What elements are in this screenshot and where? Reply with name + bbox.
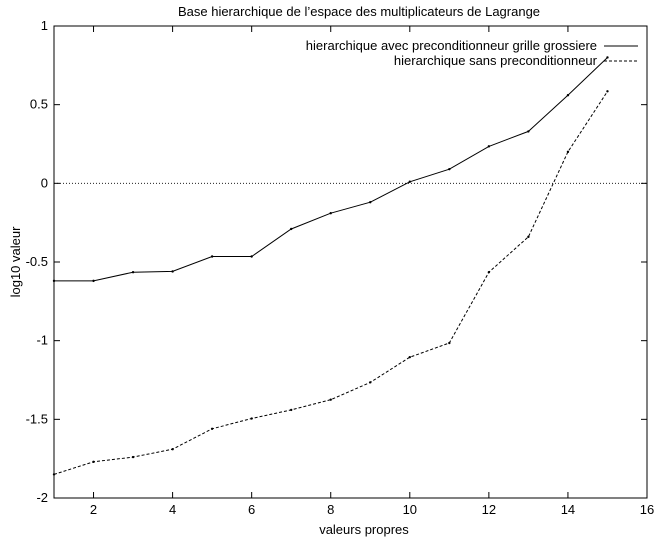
data-point	[408, 355, 411, 359]
data-point	[131, 271, 135, 274]
data-point	[448, 341, 451, 345]
data-point	[52, 279, 56, 283]
x-tick-label: 4	[169, 502, 176, 517]
data-point	[250, 255, 253, 258]
data-point	[92, 279, 95, 283]
y-tick-label: -2	[36, 490, 48, 505]
y-tick-label: -0.5	[26, 254, 48, 269]
data-point	[329, 398, 332, 401]
data-point	[369, 201, 372, 204]
data-point	[290, 408, 293, 412]
data-point	[566, 150, 570, 154]
data-point	[210, 255, 214, 258]
data-point	[606, 56, 609, 59]
series-line-1	[54, 57, 608, 282]
legend-label-2: hierarchique sans preconditionneur	[394, 53, 598, 68]
chart-title: Base hierarchique de l’espace des multip…	[178, 4, 540, 19]
data-point	[92, 460, 95, 464]
data-point	[171, 448, 174, 451]
data-point	[52, 473, 56, 476]
x-tick-label: 6	[248, 502, 255, 517]
y-tick-label: 0	[41, 175, 48, 190]
data-point	[566, 94, 570, 97]
x-tick-label: 10	[403, 502, 417, 517]
x-axis-label: valeurs propres	[319, 522, 409, 537]
data-point	[329, 212, 332, 215]
legend-label-1: hierarchique avec preconditionneur grill…	[306, 38, 597, 53]
data-point	[408, 180, 411, 183]
series-line-2	[53, 91, 608, 475]
data-point	[487, 145, 491, 148]
data-point	[527, 130, 530, 133]
y-tick-label: -1.5	[26, 411, 48, 426]
x-tick-label: 16	[640, 502, 654, 517]
plot-frame	[53, 25, 648, 499]
data-point	[606, 90, 609, 93]
data-point	[527, 235, 530, 239]
data-point	[131, 455, 135, 459]
y-tick-label: 1	[41, 18, 48, 33]
x-tick-label: 12	[482, 502, 496, 517]
data-point	[210, 427, 214, 430]
y-axis-label: log10 valeur	[8, 226, 23, 297]
x-tick-label: 2	[90, 502, 97, 517]
x-tick-label: 8	[327, 502, 334, 517]
data-point	[448, 167, 451, 171]
data-point	[369, 381, 372, 384]
data-point	[171, 270, 174, 273]
y-tick-label: -1	[36, 333, 48, 348]
y-tick-label: 0.5	[30, 97, 48, 112]
data-point	[250, 417, 253, 420]
data-point	[290, 227, 293, 231]
x-tick-label: 14	[561, 502, 575, 517]
data-point	[487, 271, 491, 274]
